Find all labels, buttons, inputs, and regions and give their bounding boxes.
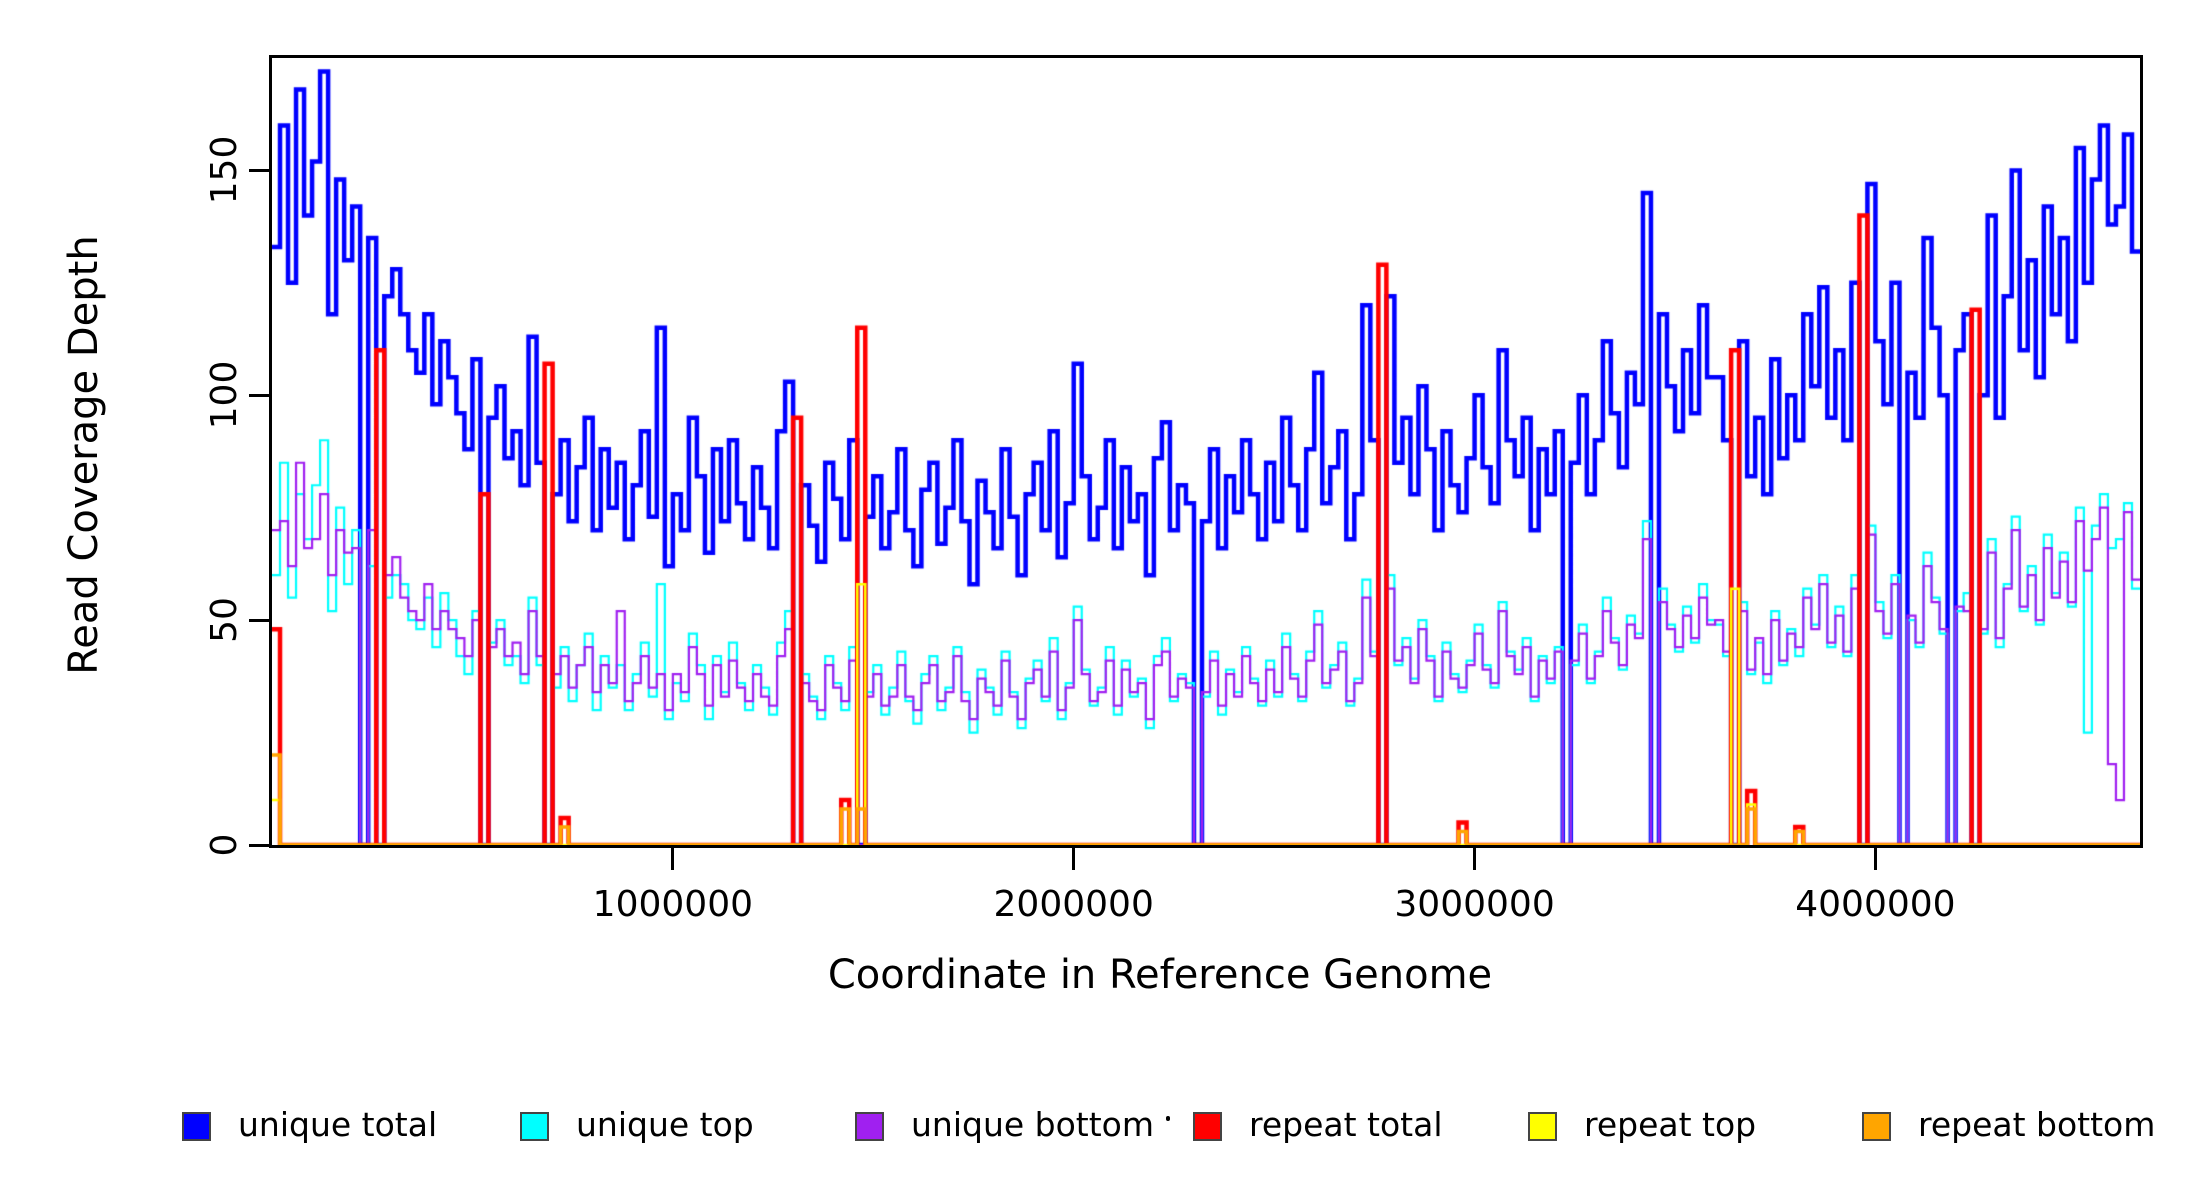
x-tick-label: 3000000 <box>1394 884 1555 925</box>
y-tick-label: 0 <box>204 833 245 857</box>
legend-dot <box>1166 1116 1170 1121</box>
x-tick-mark <box>1873 846 1877 870</box>
legend-label: repeat bottom <box>1918 1105 2156 1144</box>
y-tick-mark <box>249 618 272 622</box>
x-tick-label: 4000000 <box>1795 884 1956 925</box>
legend-swatch-icon <box>1528 1112 1557 1141</box>
legend-label: unique total <box>238 1105 438 1144</box>
legend-swatch-icon <box>182 1112 211 1141</box>
x-tick-mark <box>671 846 675 870</box>
legend-label: repeat total <box>1249 1105 1443 1144</box>
x-tick-mark <box>1072 846 1076 870</box>
legend-label: unique top <box>576 1105 754 1144</box>
y-tick-mark <box>249 843 272 847</box>
y-tick-label: 50 <box>204 597 245 644</box>
y-tick-label: 100 <box>204 360 245 430</box>
y-tick-label: 150 <box>204 136 245 205</box>
legend-swatch-icon <box>1193 1112 1222 1141</box>
y-tick-mark <box>249 168 272 172</box>
x-tick-mark <box>1473 846 1477 870</box>
legend-swatch-icon <box>520 1112 549 1141</box>
legend-swatch-icon <box>855 1112 884 1141</box>
x-tick-label: 1000000 <box>592 884 754 925</box>
y-tick-mark <box>249 393 272 397</box>
legend-swatch-icon <box>1862 1112 1891 1141</box>
legend-label: unique bottom <box>911 1105 1155 1144</box>
x-axis-title: Coordinate in Reference Genome <box>827 952 1493 998</box>
legend-label: repeat top <box>1584 1105 1757 1144</box>
plot-area <box>272 58 2140 845</box>
y-axis-title: Read Coverage Depth <box>61 235 107 675</box>
legend: unique total unique top unique bottom repea… <box>0 1100 2200 1160</box>
x-tick-label: 2000000 <box>993 884 1154 925</box>
